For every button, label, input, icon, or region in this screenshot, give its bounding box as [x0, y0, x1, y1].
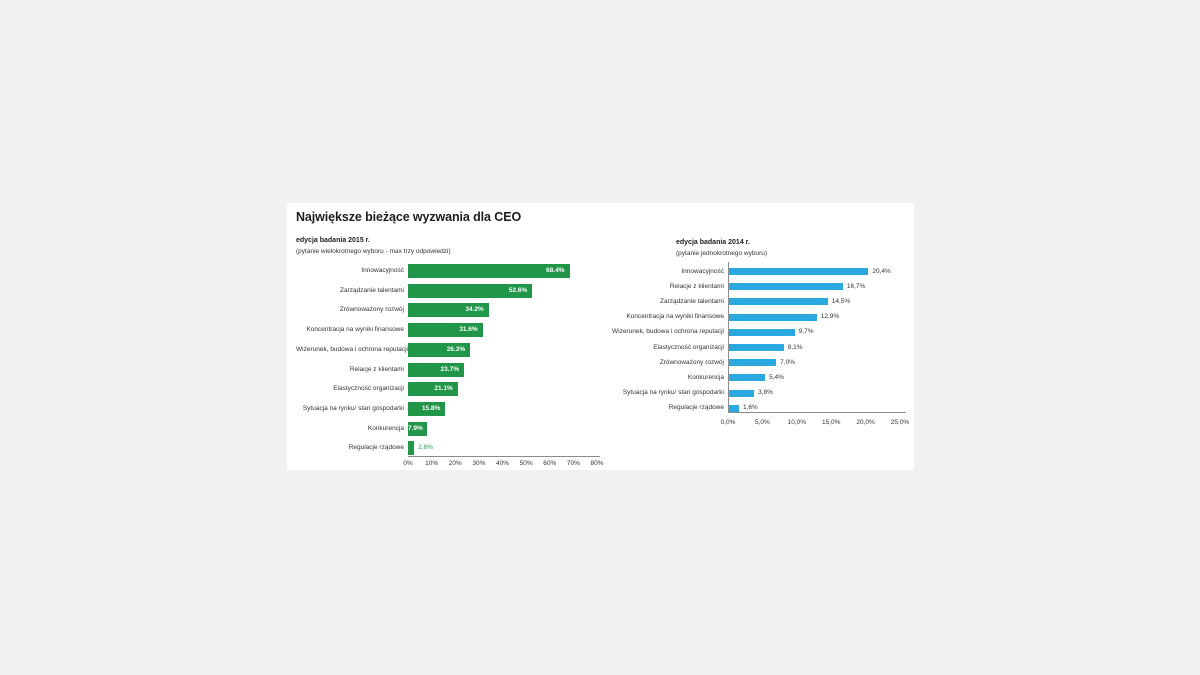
value-label: 8,1%: [787, 343, 803, 351]
value-label: 7,0%: [780, 358, 795, 366]
x-axis-tick-label: 70%: [566, 460, 580, 467]
category-label: Konkurencja: [687, 373, 724, 381]
bar: [728, 344, 784, 351]
value-label: 16,7%: [846, 282, 866, 290]
value-label: 34.2%: [465, 306, 484, 314]
x-axis-tick-label: 50%: [519, 460, 533, 467]
bar: [728, 313, 817, 321]
x-axis-tick-label: 10,0%: [787, 419, 807, 426]
x-axis-tick-label: 60%: [543, 460, 557, 467]
value-label: 5,4%: [769, 373, 784, 381]
category-label: Innowacyjność: [361, 267, 404, 274]
x-axis-line: [408, 455, 600, 457]
value-label: 26.3%: [446, 345, 466, 353]
value-label: 23.7%: [440, 365, 459, 373]
category-label: Sytuacja na rynku/ stan gospodarki: [622, 389, 724, 397]
category-label: Regulacje rządowe: [348, 444, 404, 452]
value-label: 21.1%: [434, 385, 453, 393]
chart-2014-subtitle: (pytanie jednokrotnego wyboru): [676, 250, 768, 257]
bar: [728, 268, 869, 275]
x-axis-tick-label: 30%: [472, 460, 486, 467]
x-axis-tick-label: 0,0%: [720, 419, 736, 426]
value-label: 68.4%: [546, 267, 565, 274]
category-label: Relacje z klientami: [349, 365, 404, 373]
y-axis-line: [728, 262, 729, 412]
chart-2014-title: edycja badania 2014 r.: [676, 239, 750, 246]
bar: [408, 401, 446, 416]
x-axis-tick-label: 10%: [425, 460, 439, 467]
value-label: 9,7%: [798, 328, 814, 336]
category-label: Koncentracja na wyniki finansowe: [626, 313, 724, 321]
bar: [728, 374, 766, 382]
category-label: Koncentracja na wyniki finansowe: [306, 326, 404, 334]
value-label: 31.6%: [459, 326, 478, 334]
value-label: 52.6%: [508, 286, 528, 294]
x-axis-tick-label: 5,0%: [754, 419, 770, 426]
bar: [408, 303, 489, 318]
bar: [728, 328, 795, 336]
bar: [408, 342, 471, 357]
value-label: 1,6%: [743, 404, 758, 412]
x-axis-tick-label: 40%: [495, 460, 509, 467]
bar: [408, 382, 458, 397]
category-label: Sytuacja na rynku/ stan gospodarki: [302, 404, 404, 412]
bar: [728, 359, 777, 367]
bar: [408, 441, 415, 456]
bar: [408, 323, 483, 338]
chart-2014-plot: Innowacyjność 20,4% Relacje z klientami 16,…: [287, 203, 914, 470]
value-label: 20,4%: [872, 267, 891, 275]
bar: [408, 283, 533, 298]
category-label: Innowacyjność: [681, 267, 724, 275]
x-axis-tick-label: 15,0%: [821, 419, 841, 426]
x-axis-tick-label: 0%: [403, 460, 413, 467]
chart-2015-plot: Innowacyjność 68.4% Zarządzanie talentami 5…: [287, 203, 914, 470]
category-label: Zrównoważony rozwój: [659, 358, 724, 366]
category-label: Regulacje rządowe: [668, 404, 724, 412]
value-label: 12,9%: [820, 313, 840, 321]
value-label: 3,8%: [758, 389, 773, 397]
bar: [728, 389, 755, 397]
bar: [408, 264, 570, 278]
x-axis-line: [728, 412, 906, 413]
bar: [728, 298, 828, 306]
category-label: Zrównoważony rozwój: [339, 306, 404, 314]
value-label: 15.8%: [421, 404, 441, 412]
bar: [408, 362, 464, 377]
category-label: Konkurencja: [367, 424, 404, 432]
category-label: Wizerunek, budowa i ochrona reputacji: [611, 328, 724, 336]
category-label: Relacje z klientami: [669, 282, 724, 290]
value-label: 14,5%: [831, 297, 851, 305]
chart-2015-subtitle: (pytanie wielokrotnego wyboru - max trzy…: [296, 248, 451, 255]
bar: [728, 404, 739, 412]
chart-2015-title: edycja badania 2015 r.: [296, 237, 370, 244]
report-card: Największe bieżące wyzwania dla CEO edyc…: [287, 203, 914, 470]
x-axis-tick-label: 80%: [590, 460, 604, 467]
category-label: Elastyczność organizacji: [333, 385, 404, 393]
category-label: Wizerunek, budowa i ochrona reputacji: [296, 345, 409, 353]
bar: [408, 421, 427, 436]
value-label: 7.9%: [408, 424, 423, 432]
x-axis-tick-label: 20,0%: [856, 419, 875, 426]
x-axis-tick-label: 25,0%: [890, 419, 910, 426]
category-label: Elastyczność organizacji: [653, 343, 724, 351]
page-title: Największe bieżące wyzwania dla CEO: [296, 210, 522, 224]
x-axis-tick-label: 20%: [448, 460, 462, 467]
category-label: Zarządzanie talentami: [340, 286, 404, 294]
value-label: 2.6%: [418, 444, 433, 452]
category-label: Zarządzanie talentami: [660, 297, 724, 305]
bar: [728, 283, 843, 291]
